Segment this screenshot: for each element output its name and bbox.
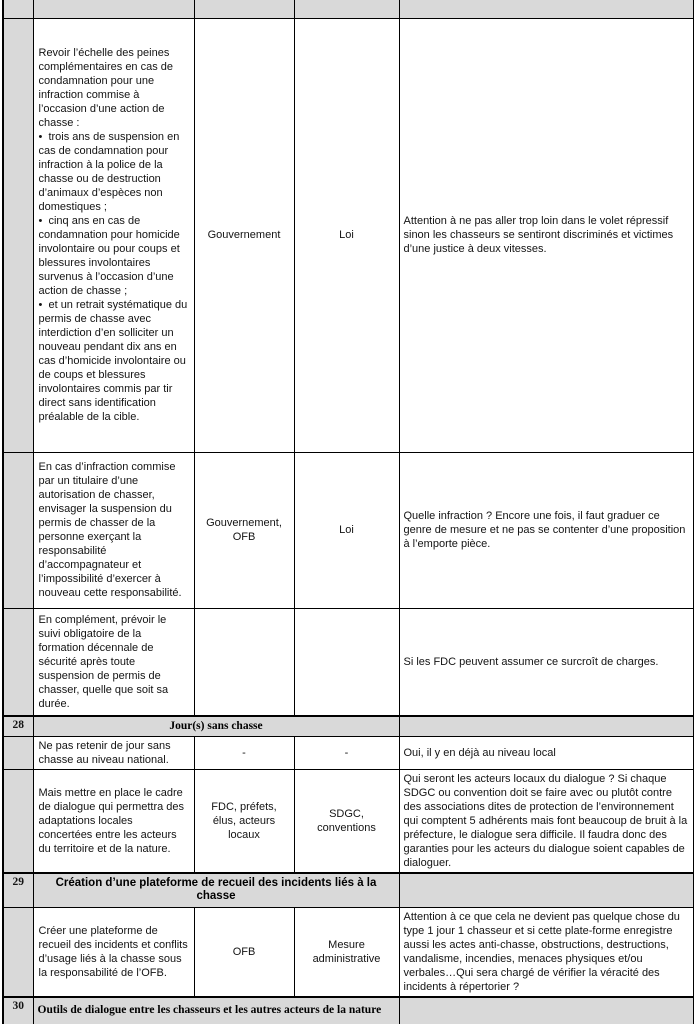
action-type-cell: Loi <box>293 17 400 453</box>
action-type-cell: Mesure administrative <box>293 906 400 997</box>
row-number-cell <box>2 607 34 717</box>
comment-cell: Attention à ce que cela ne devient pas q… <box>398 906 694 997</box>
table-row: Ne pas retenir de jour sans chasse au ni… <box>2 735 694 770</box>
comment-cell: Quelle infraction ? Encore une fois, il … <box>398 451 694 609</box>
table-row: Créer une plateforme de recueil des inci… <box>2 906 694 997</box>
section-empty-cell <box>398 995 694 1024</box>
measure-cell: En cas d’infraction commise par un titul… <box>32 451 195 609</box>
actor-cell: Gouvernement <box>193 17 295 453</box>
section-number: 30 <box>2 995 34 1024</box>
section-empty-cell <box>398 715 694 737</box>
row-number-cell <box>2 768 34 874</box>
section-title: Jour(s) sans chasse <box>32 715 400 737</box>
comment-cell: Qui seront les acteurs locaux du dialogu… <box>398 768 694 874</box>
section-empty-cell <box>398 872 694 908</box>
row-number-cell <box>2 17 34 453</box>
section-number: 29 <box>2 872 34 908</box>
section-title: Outils de dialogue entre les chasseurs e… <box>32 995 400 1024</box>
measure-cell: Ne pas retenir de jour sans chasse au ni… <box>32 735 195 770</box>
section-row-28: 28 Jour(s) sans chasse <box>2 715 694 737</box>
section-row-30: 30 Outils de dialogue entre les chasseur… <box>2 995 694 1024</box>
section-title: Création d’une plateforme de recueil des… <box>32 872 400 908</box>
section-number: 28 <box>2 715 34 737</box>
measure-cell: Revoir l’échelle des peines complémentai… <box>32 17 195 453</box>
partial-top-row <box>2 0 694 19</box>
row-number-cell <box>2 906 34 997</box>
actor-cell: OFB <box>193 906 295 997</box>
measure-cell: En complément, prévoir le suivi obligato… <box>32 607 195 717</box>
actor-cell: FDC, préfets, élus, acteurs locaux <box>193 768 295 874</box>
partial-cell <box>293 0 400 19</box>
partial-cell <box>2 0 34 19</box>
actor-cell: Gouvernement, OFB <box>193 451 295 609</box>
measure-cell: Créer une plateforme de recueil des inci… <box>32 906 195 997</box>
partial-cell <box>398 0 694 19</box>
actor-cell <box>193 607 295 717</box>
action-type-cell: SDGC, conventions <box>293 768 400 874</box>
table-row: En complément, prévoir le suivi obligato… <box>2 607 694 717</box>
table-row: Revoir l’échelle des peines complémentai… <box>2 17 694 453</box>
table-row: Mais mettre en place le cadre de dialogu… <box>2 768 694 874</box>
table-row: En cas d’infraction commise par un titul… <box>2 451 694 609</box>
action-type-cell: Loi <box>293 451 400 609</box>
row-number-cell <box>2 735 34 770</box>
comment-cell: Attention à ne pas aller trop loin dans … <box>398 17 694 453</box>
comment-cell: Oui, il y en déjà au niveau local <box>398 735 694 770</box>
action-type-cell <box>293 607 400 717</box>
partial-cell <box>193 0 295 19</box>
actor-cell: - <box>193 735 295 770</box>
comment-cell: Si les FDC peuvent assumer ce surcroît d… <box>398 607 694 717</box>
partial-cell <box>32 0 195 19</box>
section-row-29: 29 Création d’une plateforme de recueil … <box>2 872 694 908</box>
action-type-cell: - <box>293 735 400 770</box>
measure-cell: Mais mettre en place le cadre de dialogu… <box>32 768 195 874</box>
row-number-cell <box>2 451 34 609</box>
